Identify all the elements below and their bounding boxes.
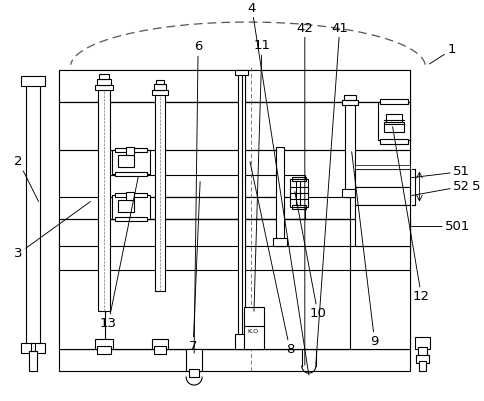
Bar: [115, 192, 147, 196]
Text: 13: 13: [100, 176, 138, 330]
Bar: [99, 74, 109, 79]
Bar: [156, 80, 164, 84]
Bar: [354, 186, 408, 205]
Bar: [26, 82, 40, 346]
Bar: [341, 100, 357, 105]
Bar: [105, 196, 304, 219]
Bar: [238, 72, 244, 336]
Bar: [59, 70, 408, 102]
Bar: [344, 102, 354, 196]
Bar: [354, 169, 408, 186]
Text: 12: 12: [392, 127, 429, 303]
Bar: [235, 70, 247, 75]
Text: 51: 51: [411, 165, 469, 178]
Bar: [414, 337, 430, 349]
Text: 5: 5: [471, 180, 480, 193]
Bar: [112, 150, 150, 174]
Bar: [115, 217, 147, 221]
Bar: [152, 339, 168, 349]
Text: 8: 8: [249, 162, 293, 356]
Text: 9: 9: [351, 152, 378, 348]
Bar: [155, 92, 165, 291]
Text: 501: 501: [411, 220, 469, 233]
Bar: [115, 172, 147, 176]
Bar: [95, 339, 113, 349]
Bar: [97, 79, 111, 85]
Bar: [379, 139, 407, 144]
Bar: [242, 72, 244, 336]
Bar: [105, 219, 349, 349]
Bar: [21, 76, 45, 86]
Bar: [417, 347, 426, 357]
Bar: [115, 148, 147, 152]
Bar: [97, 346, 111, 354]
Bar: [126, 192, 134, 200]
Text: 52: 52: [411, 180, 469, 196]
Bar: [152, 90, 168, 95]
Bar: [126, 147, 134, 155]
Bar: [243, 307, 263, 349]
Bar: [383, 122, 403, 132]
Bar: [154, 346, 166, 354]
Bar: [189, 369, 199, 377]
Bar: [272, 239, 286, 247]
Bar: [385, 114, 401, 122]
Bar: [29, 351, 36, 371]
Text: 7: 7: [188, 182, 200, 352]
Bar: [235, 334, 247, 349]
Text: K.O: K.O: [246, 329, 257, 334]
Text: 3: 3: [15, 202, 90, 260]
Bar: [21, 343, 45, 353]
Text: 6: 6: [194, 41, 202, 353]
Bar: [415, 355, 429, 363]
Bar: [95, 85, 113, 90]
Bar: [105, 102, 349, 219]
Bar: [59, 102, 408, 150]
Text: 42: 42: [296, 22, 313, 365]
Bar: [343, 95, 355, 100]
Bar: [377, 102, 408, 140]
Bar: [341, 188, 357, 196]
Bar: [118, 155, 134, 167]
Bar: [354, 165, 408, 169]
Bar: [289, 178, 307, 207]
Bar: [275, 147, 283, 247]
Bar: [291, 205, 305, 209]
Bar: [418, 361, 425, 371]
Bar: [59, 349, 408, 371]
Bar: [354, 205, 408, 247]
Bar: [98, 87, 110, 311]
Bar: [59, 219, 408, 349]
Bar: [30, 343, 34, 351]
Bar: [105, 174, 304, 196]
Bar: [291, 176, 305, 180]
Bar: [186, 349, 202, 371]
Text: 10: 10: [294, 192, 326, 320]
Text: 11: 11: [253, 39, 270, 311]
Bar: [154, 84, 166, 90]
Text: 2: 2: [15, 155, 39, 202]
Text: 4: 4: [247, 2, 308, 375]
Bar: [59, 70, 408, 349]
Bar: [112, 194, 150, 219]
Text: 41: 41: [315, 22, 348, 365]
Bar: [379, 99, 407, 104]
Bar: [118, 200, 134, 211]
Text: 1: 1: [429, 43, 455, 64]
